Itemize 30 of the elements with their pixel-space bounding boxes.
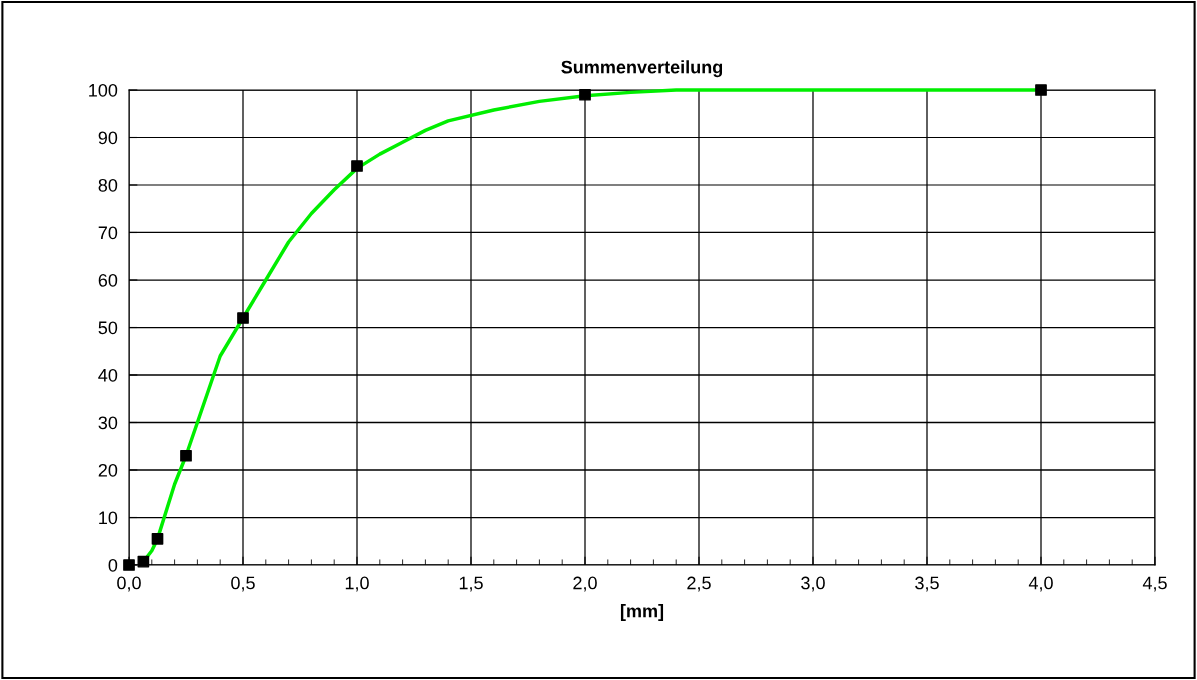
y-tick-label: 100 (89, 83, 118, 97)
y-tick-label: 80 (98, 178, 118, 192)
point (579, 88, 591, 101)
point (151, 533, 164, 545)
y-tick-label: 60 (98, 273, 118, 287)
point (351, 160, 363, 172)
y-tick-label: 50 (98, 321, 118, 335)
x-tick-label: 2,5 (687, 576, 711, 592)
y-tick-label: 30 (98, 416, 118, 430)
chart-title: Summenverteilung (561, 60, 723, 78)
x-tick-label: 1,0 (345, 576, 369, 592)
x-tick-label: 3,5 (915, 576, 939, 592)
y-tick-label: 90 (98, 131, 118, 145)
x-tick-label: 4,0 (1028, 576, 1053, 592)
y-tick-label: 10 (99, 511, 118, 525)
y-tick-label: 20 (98, 463, 118, 477)
y-tick-label: 70 (98, 226, 118, 240)
x-tick-label: 3,0 (801, 576, 825, 592)
y-tick-label: 40 (98, 368, 118, 382)
x-tick-label: 0,0 (117, 576, 141, 592)
x-axis-title: [mm] (620, 604, 664, 621)
x-tick-label: 0,5 (231, 576, 255, 592)
point (137, 555, 150, 568)
point (180, 449, 192, 462)
x-tick-label: 1,5 (459, 576, 483, 592)
y-tick-label: 0 (108, 558, 118, 572)
x-tick-label: 4,5 (1142, 576, 1167, 592)
point (237, 312, 249, 324)
x-tick-label: 2,0 (573, 576, 597, 592)
point (1035, 84, 1047, 96)
